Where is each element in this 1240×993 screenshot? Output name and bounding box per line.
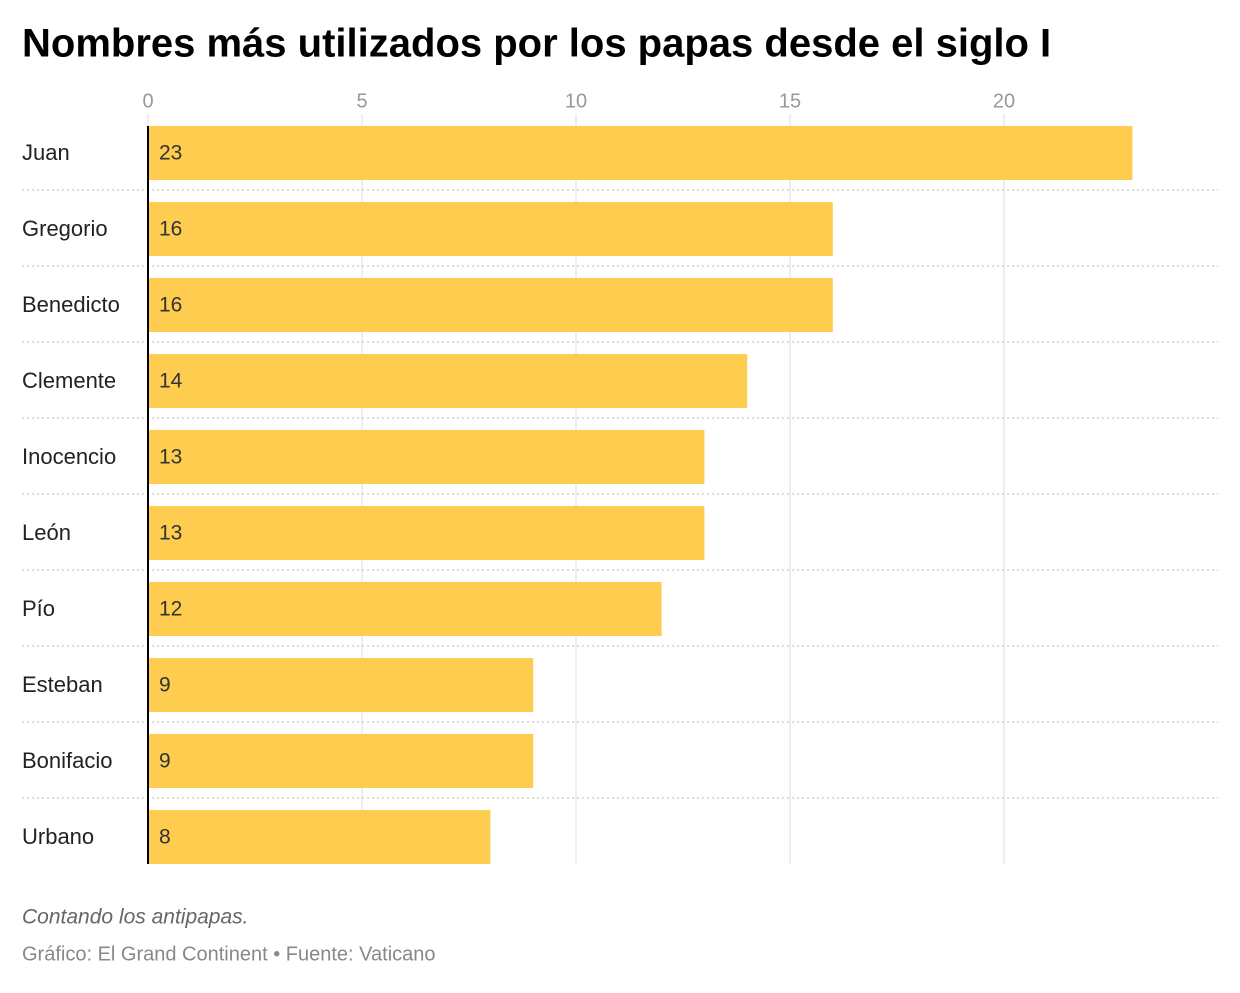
x-tick-label: 20 [993,90,1015,112]
x-tick-label: 15 [779,90,801,112]
value-label: 13 [159,446,182,469]
value-label: 13 [159,522,182,545]
y-tick-label: Benedicto [22,292,120,317]
y-tick-label: Clemente [22,368,116,393]
value-label: 9 [159,750,171,773]
value-label: 16 [159,218,182,241]
bar [148,506,705,560]
x-tick-label: 0 [142,90,153,112]
y-tick-label: Urbano [22,824,94,849]
chart-title: Nombres más utilizados por los papas des… [22,22,1051,66]
y-tick-label: Bonifacio [22,748,113,773]
y-tick-label: Juan [22,140,70,165]
y-tick-label: León [22,520,71,545]
value-label: 9 [159,674,171,697]
y-tick-label: Gregorio [22,216,108,241]
x-tick-label: 5 [356,90,367,112]
value-label: 16 [159,294,182,317]
x-tick-label: 10 [565,90,587,112]
bar [148,126,1133,180]
value-label: 14 [159,370,183,393]
chart-source: Gráfico: El Grand Continent • Fuente: Va… [22,943,436,965]
value-label: 8 [159,826,171,849]
bar [148,582,662,636]
bar [148,810,491,864]
bar [148,278,833,332]
bar [148,354,748,408]
bar [148,734,534,788]
bar [148,658,534,712]
chart-note: Contando los antipapas. [22,906,249,929]
bar [148,430,705,484]
y-tick-label: Esteban [22,672,103,697]
value-label: 12 [159,598,182,621]
value-label: 23 [159,142,182,165]
y-tick-label: Inocencio [22,444,116,469]
y-tick-label: Pío [22,596,55,621]
bar [148,202,833,256]
